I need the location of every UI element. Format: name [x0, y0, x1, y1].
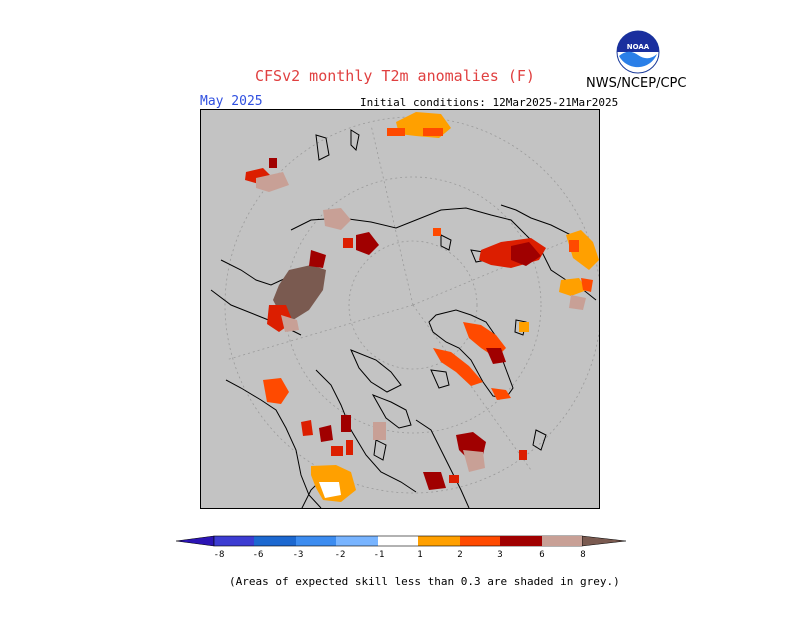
coastlines	[210, 129, 597, 508]
skill-footnote: (Areas of expected skill less than 0.3 a…	[229, 575, 620, 588]
initial-conditions: Initial conditions: 12Mar2025-21Mar2025	[360, 96, 619, 109]
noaa-logo: NOAA	[616, 30, 660, 74]
legend-tick: 1	[417, 550, 422, 560]
legend-tick: -1	[374, 550, 385, 560]
legend-tick: -2	[335, 550, 346, 560]
color-legend: -8 -6 -3 -2 -1 1 2 3 6 8	[176, 535, 626, 560]
legend-tick: 6	[539, 550, 544, 560]
legend-swatch	[296, 536, 336, 546]
map-svg	[210, 112, 599, 508]
legend-tick: -8	[214, 550, 225, 560]
legend-tick: -6	[253, 550, 264, 560]
anomaly-patches	[245, 112, 599, 502]
legend-swatch	[378, 536, 418, 546]
legend-tick: 2	[457, 550, 462, 560]
legend-swatch	[254, 536, 296, 546]
meridians	[225, 124, 582, 471]
legend-tick: 8	[580, 550, 585, 560]
forecast-month: May 2025	[200, 94, 263, 109]
chart-title: CFSv2 monthly T2m anomalies (F)	[255, 67, 535, 85]
legend-tick: -3	[293, 550, 304, 560]
legend-swatch	[460, 536, 500, 546]
legend-swatch	[214, 536, 254, 546]
legend-right-arrow	[581, 535, 626, 547]
legend-swatch	[336, 536, 378, 546]
agency-label: NWS/NCEP/CPC	[586, 76, 687, 91]
anomaly-map	[200, 109, 600, 509]
legend-swatch	[418, 536, 460, 546]
legend-left-arrow	[176, 535, 215, 547]
svg-text:NOAA: NOAA	[627, 43, 650, 51]
legend-tick: 3	[497, 550, 502, 560]
